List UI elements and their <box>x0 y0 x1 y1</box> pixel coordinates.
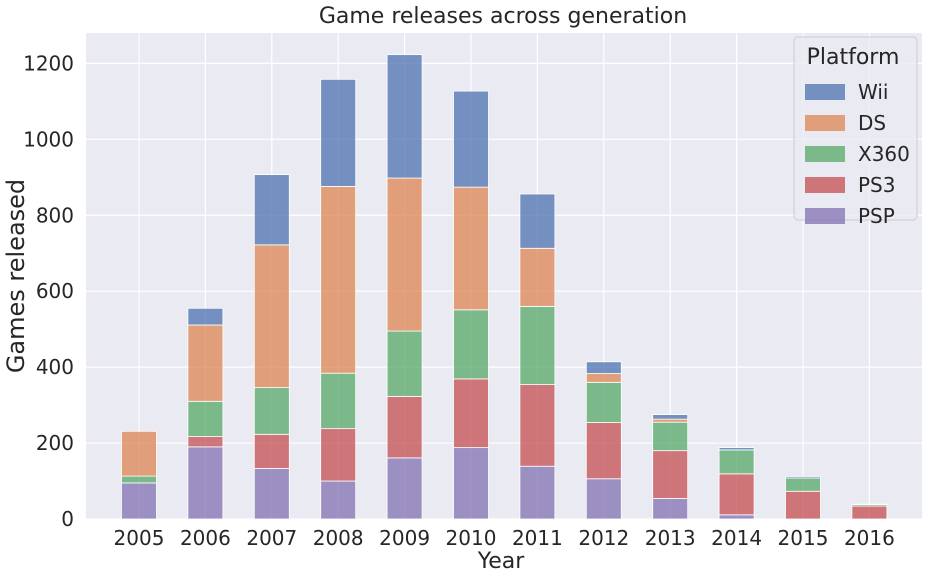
bar-ds-2005 <box>122 431 157 476</box>
bar-psp-2007 <box>254 469 289 519</box>
x-tick-label: 2011 <box>512 526 563 550</box>
chart-title: Game releases across generation <box>319 4 687 29</box>
bar-ps3-2007 <box>254 434 289 468</box>
bar-ps3-2008 <box>321 429 356 481</box>
x-axis-label: Year <box>477 549 526 574</box>
legend-label-x360: X360 <box>858 142 910 166</box>
legend-swatch-psp <box>805 208 845 224</box>
legend-label-ps3: PS3 <box>858 173 895 197</box>
bar-ps3-2006 <box>188 437 223 447</box>
legend: Platform Wii DS X360 PS3 PSP <box>794 37 917 228</box>
bar-psp-2014 <box>719 515 754 519</box>
bar-ps3-2010 <box>454 379 489 448</box>
bar-ps3-2012 <box>586 423 621 479</box>
bar-x360-2012 <box>586 382 621 422</box>
bar-ps3-2016 <box>852 506 887 519</box>
bar-x360-2008 <box>321 373 356 428</box>
y-tick-labels: 0 200 400 600 800 1000 1200 <box>23 51 74 531</box>
legend-label-wii: Wii <box>858 80 888 104</box>
y-tick-label: 0 <box>61 507 74 531</box>
bar-x360-2007 <box>254 388 289 435</box>
bar-ds-2011 <box>520 248 555 306</box>
bar-ds-2013 <box>653 419 688 422</box>
legend-swatch-ds <box>805 115 845 131</box>
x-tick-label: 2015 <box>778 526 829 550</box>
bar-ds-2012 <box>586 374 621 383</box>
y-tick-label: 800 <box>36 203 74 227</box>
legend-label-ds: DS <box>858 111 886 135</box>
bar-psp-2008 <box>321 481 356 519</box>
bar-ds-2010 <box>454 187 489 310</box>
y-tick-label: 400 <box>36 355 74 379</box>
y-tick-label: 1000 <box>23 127 74 151</box>
legend-title: Platform <box>807 45 900 70</box>
x-tick-labels: 2005 2006 2007 2008 2009 2010 2011 2012 2013 2014… <box>114 526 895 550</box>
bar-ps3-2015 <box>786 491 821 519</box>
bar-psp-2005 <box>122 483 157 519</box>
legend-swatch-ps3 <box>805 177 845 193</box>
y-axis-label: Games released <box>2 179 30 373</box>
bar-x360-2015 <box>786 478 821 491</box>
bar-psp-2012 <box>586 479 621 519</box>
bar-psp-2011 <box>520 466 555 519</box>
bar-psp-2006 <box>188 447 223 519</box>
bar-x360-2005 <box>122 476 157 483</box>
bar-psp-2009 <box>387 458 422 519</box>
x-tick-label: 2012 <box>578 526 629 550</box>
bar-wii-2014 <box>719 448 754 450</box>
bar-ps3-2009 <box>387 396 422 458</box>
x-tick-label: 2006 <box>180 526 231 550</box>
bar-x360-2013 <box>653 422 688 450</box>
bar-wii-2006 <box>188 308 223 325</box>
bar-ds-2009 <box>387 178 422 331</box>
y-tick-label: 200 <box>36 431 74 455</box>
bar-psp-2013 <box>653 498 688 519</box>
bar-ds-2008 <box>321 186 356 373</box>
x-tick-label: 2016 <box>844 526 895 550</box>
legend-swatch-wii <box>805 84 845 100</box>
x-tick-label: 2009 <box>379 526 430 550</box>
bar-x360-2014 <box>719 450 754 474</box>
bar-x360-2011 <box>520 306 555 384</box>
x-tick-label: 2014 <box>711 526 762 550</box>
x-tick-label: 2008 <box>313 526 364 550</box>
bar-wii-2012 <box>586 362 621 374</box>
bar-ds-2006 <box>188 325 223 401</box>
x-tick-label: 2010 <box>446 526 497 550</box>
bar-wii-2008 <box>321 79 356 186</box>
bar-wii-2013 <box>653 415 688 420</box>
bar-ps3-2014 <box>719 474 754 515</box>
bar-x360-2010 <box>454 310 489 379</box>
bar-ps3-2011 <box>520 385 555 467</box>
bar-ds-2007 <box>254 245 289 388</box>
bar-wii-2015 <box>786 476 821 478</box>
bar-x360-2006 <box>188 401 223 436</box>
x-tick-label: 2005 <box>114 526 165 550</box>
legend-label-psp: PSP <box>858 204 895 228</box>
y-tick-label: 1200 <box>23 51 74 75</box>
bar-x360-2009 <box>387 331 422 396</box>
bar-wii-2010 <box>454 91 489 187</box>
bar-psp-2010 <box>454 448 489 519</box>
bar-wii-2007 <box>254 175 289 245</box>
bar-wii-2011 <box>520 194 555 248</box>
bar-wii-2009 <box>387 55 422 178</box>
legend-swatch-x360 <box>805 146 845 162</box>
x-tick-label: 2007 <box>246 526 297 550</box>
x-tick-label: 2013 <box>645 526 696 550</box>
bar-ps3-2013 <box>653 451 688 499</box>
y-tick-label: 600 <box>36 279 74 303</box>
